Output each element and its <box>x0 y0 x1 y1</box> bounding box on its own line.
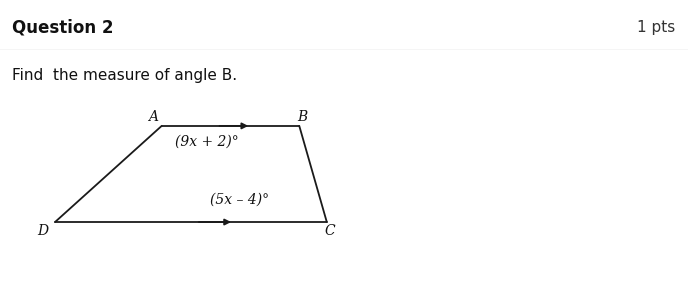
Text: Question 2: Question 2 <box>12 18 114 36</box>
Text: D: D <box>37 224 48 238</box>
Text: B: B <box>298 110 308 124</box>
Text: (9x + 2)°: (9x + 2)° <box>175 135 239 149</box>
Text: A: A <box>148 110 158 124</box>
Text: C: C <box>325 224 336 238</box>
Text: (5x – 4)°: (5x – 4)° <box>210 193 269 207</box>
Text: Find  the measure of angle B.: Find the measure of angle B. <box>12 68 237 83</box>
Text: 1 pts: 1 pts <box>637 20 676 35</box>
